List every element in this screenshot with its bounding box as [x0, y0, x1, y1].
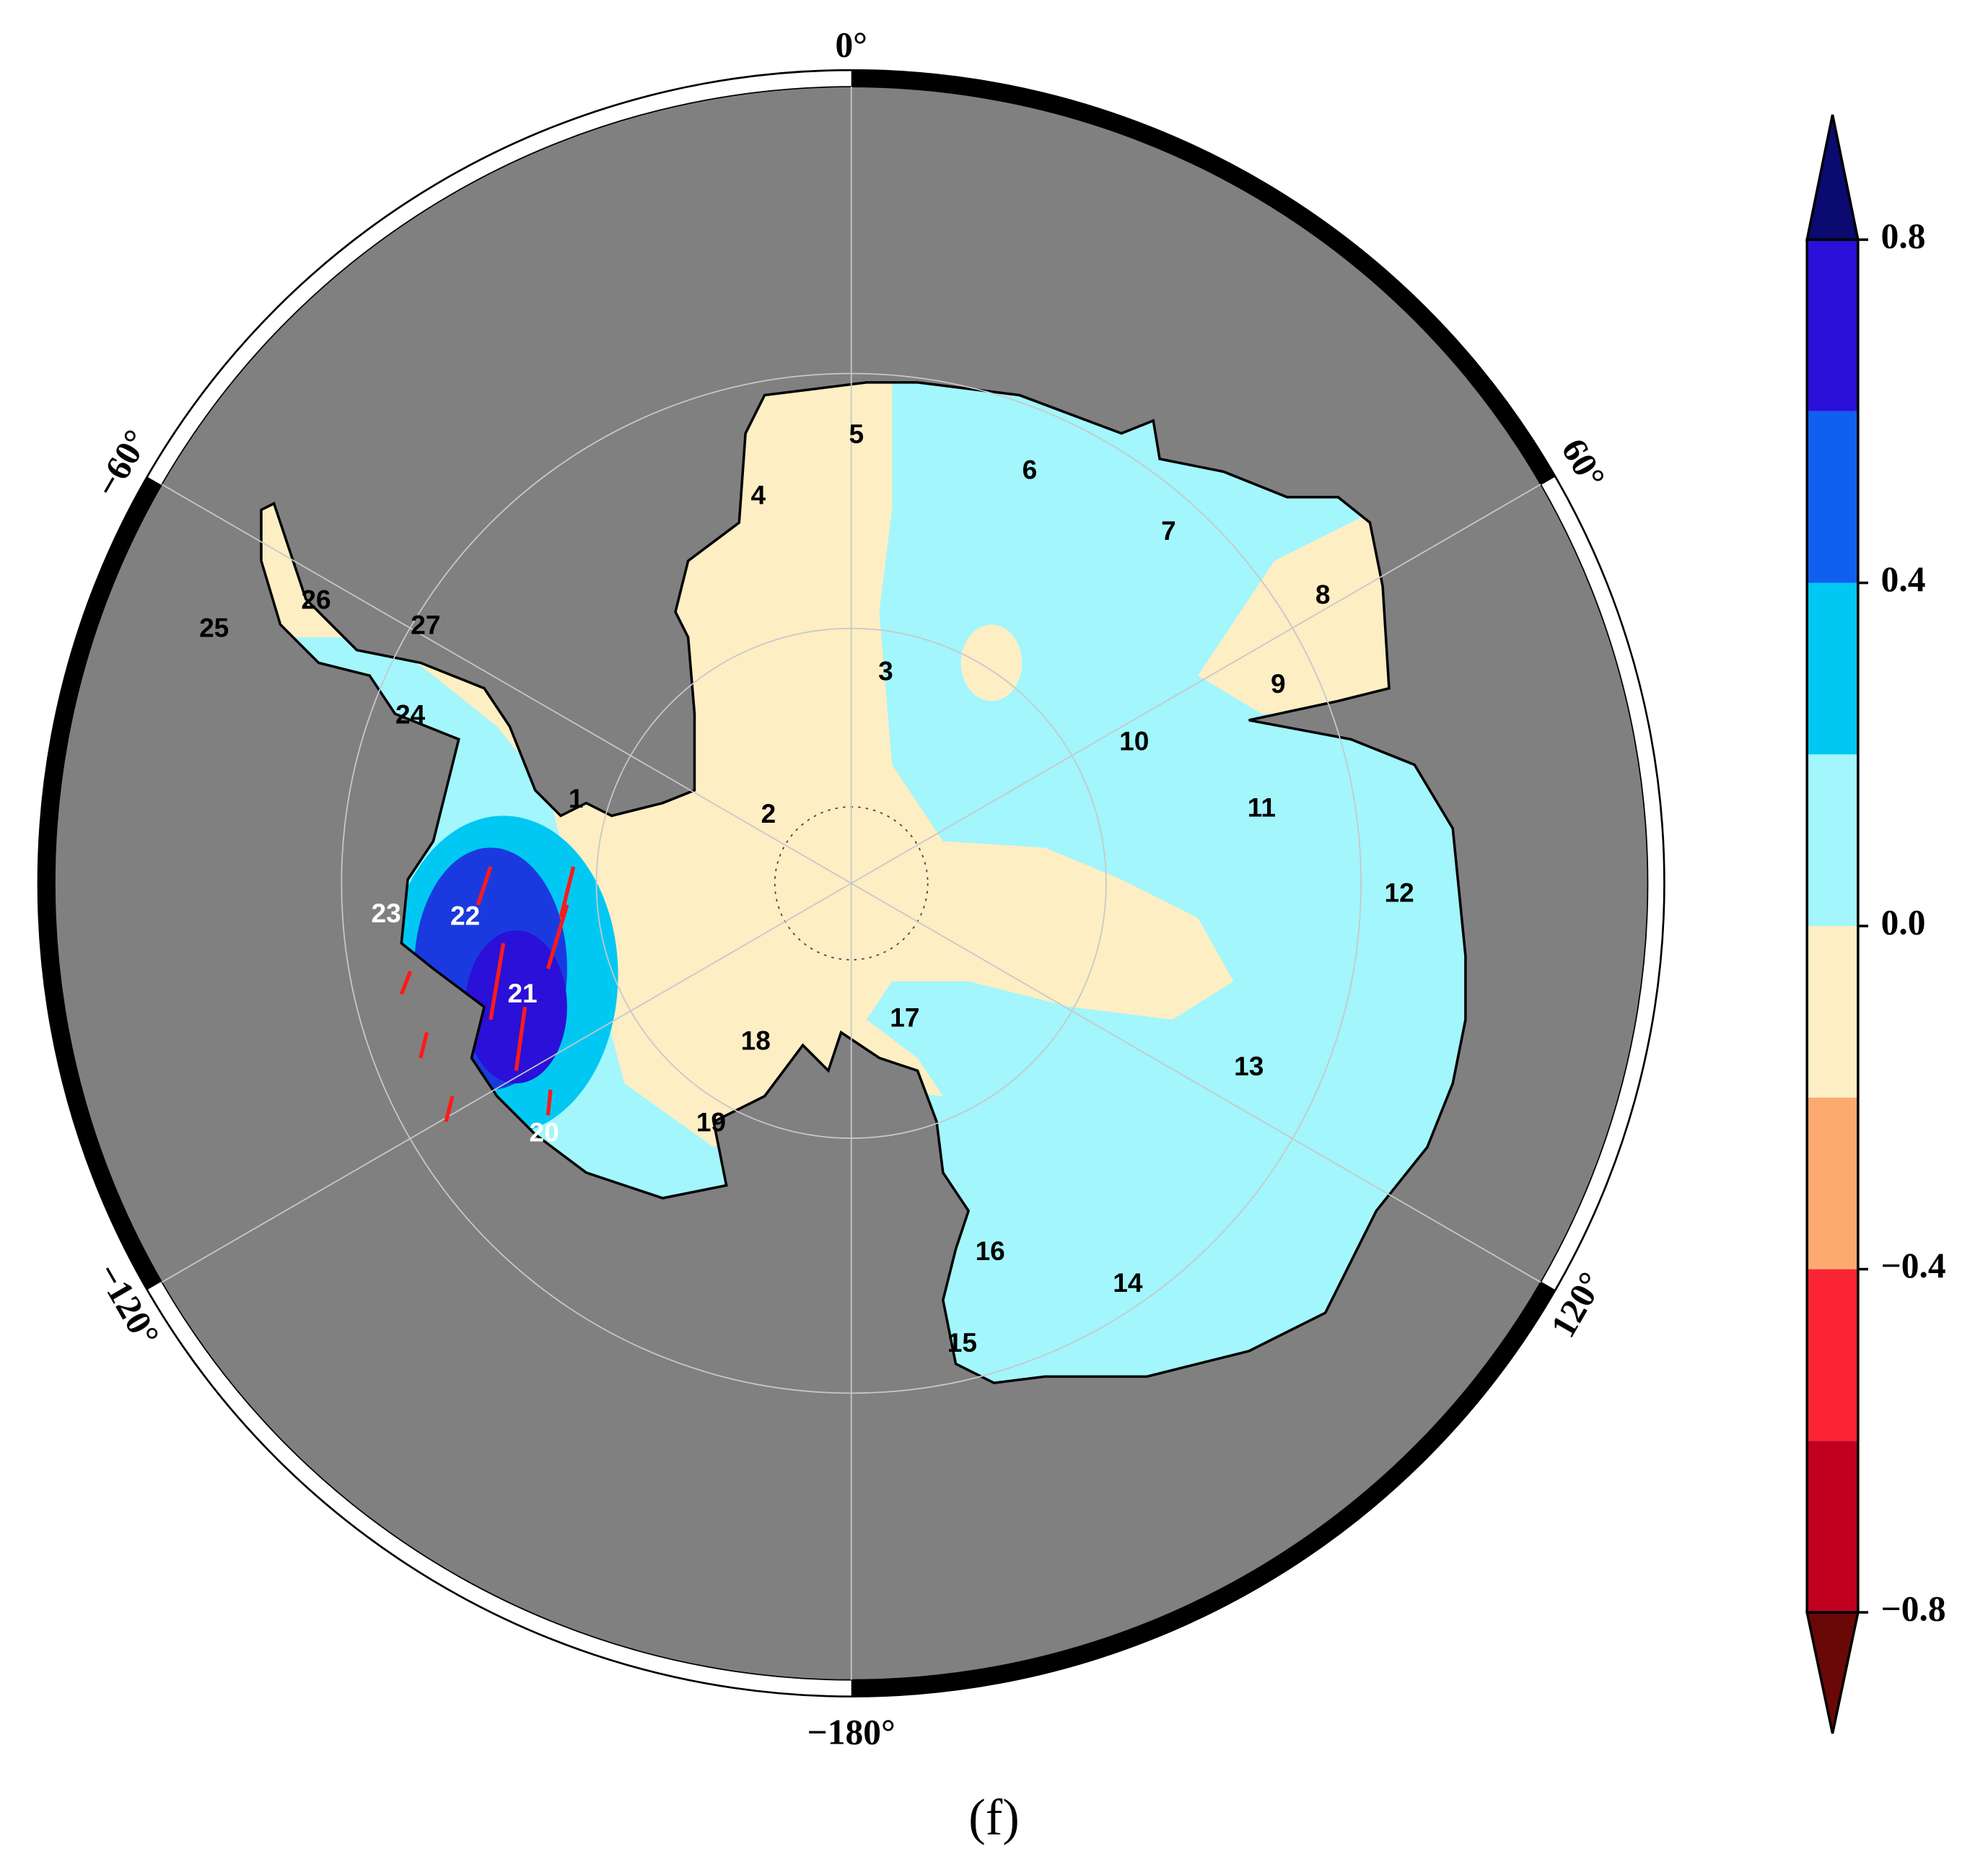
land-negative [1198, 510, 1402, 714]
colorbar-tick-label: 0.4 [1881, 559, 1926, 599]
arrow [489, 943, 506, 1020]
basin-label: 4 [750, 480, 766, 510]
arrow [419, 1031, 429, 1059]
colorbar: 0.8 0.4 0.0 −0.4 −0.8 [1805, 114, 1946, 1734]
basin-label: 16 [976, 1236, 1005, 1266]
frame-segment [851, 1281, 1556, 1697]
basin-label: 17 [890, 1002, 919, 1033]
colorbar-extend-low [1805, 1611, 1860, 1734]
basin-label: 12 [1384, 878, 1414, 908]
arrow [546, 1089, 553, 1116]
basin-label: 24 [395, 699, 426, 729]
basin-label: 6 [1023, 454, 1038, 484]
arrow [514, 1006, 527, 1071]
longitude-label: 0° [835, 25, 867, 65]
colorbar-tick-label: 0.0 [1881, 902, 1926, 942]
arrow [476, 866, 493, 906]
colorbar-band [1807, 1097, 1858, 1269]
coastline [260, 381, 1467, 1385]
frame-segment [851, 70, 1556, 486]
colorbar-band [1807, 1269, 1858, 1441]
frame-ring [38, 70, 1556, 1697]
basin-label: 7 [1161, 515, 1176, 546]
colorbar-band [1807, 240, 1858, 411]
arrow [444, 1096, 455, 1122]
basin-label: 15 [947, 1327, 977, 1358]
colorbar-band [1807, 582, 1858, 755]
caption: (f) [968, 1790, 1020, 1846]
colorbar-tick-label: −0.8 [1881, 1588, 1946, 1628]
arrow [559, 866, 576, 919]
basin-label: 19 [696, 1106, 726, 1137]
basin-label: 22 [450, 900, 480, 930]
colorbar-band [1807, 411, 1858, 583]
land-negative [960, 624, 1023, 701]
basin-label: 2 [761, 798, 776, 829]
basin-label: 13 [1234, 1051, 1264, 1081]
arrow [546, 904, 569, 970]
basin-label: 8 [1315, 579, 1331, 609]
basin-label: 20 [529, 1117, 559, 1148]
basin-label: 26 [301, 584, 330, 614]
basin-label: 9 [1271, 668, 1286, 699]
basin-label: 18 [741, 1025, 771, 1055]
basin-label: 10 [1119, 725, 1149, 756]
colorbar-band [1807, 1441, 1858, 1613]
basin-label: 1 [569, 783, 584, 813]
longitude-label: 60° [1554, 432, 1613, 494]
longitude-label: −180° [807, 1713, 896, 1752]
basin-label: 23 [371, 898, 400, 928]
frame-segment [38, 476, 162, 1290]
colorbar-tick-label: 0.8 [1881, 216, 1926, 255]
arrow [399, 970, 413, 995]
basin-label: 25 [199, 612, 229, 642]
basin-labels: 1234567891011121314151617181920212223242… [199, 419, 1414, 1358]
basin-label: 5 [849, 419, 864, 449]
colorbar-band [1807, 926, 1858, 1098]
basin-label: 11 [1248, 792, 1276, 822]
basin-label: 14 [1113, 1267, 1143, 1298]
basin-label: 3 [878, 655, 893, 686]
land-highest [465, 930, 567, 1084]
meridian [161, 484, 1541, 1283]
velocity-arrows [399, 866, 576, 1122]
graticule [161, 87, 1541, 1680]
basin-label: 27 [411, 610, 440, 640]
basin-label: 21 [507, 978, 537, 1008]
colorbar-band [1807, 754, 1858, 927]
colorbar-extend-high [1805, 114, 1860, 241]
colorbar-tick-label: −0.4 [1881, 1246, 1946, 1285]
